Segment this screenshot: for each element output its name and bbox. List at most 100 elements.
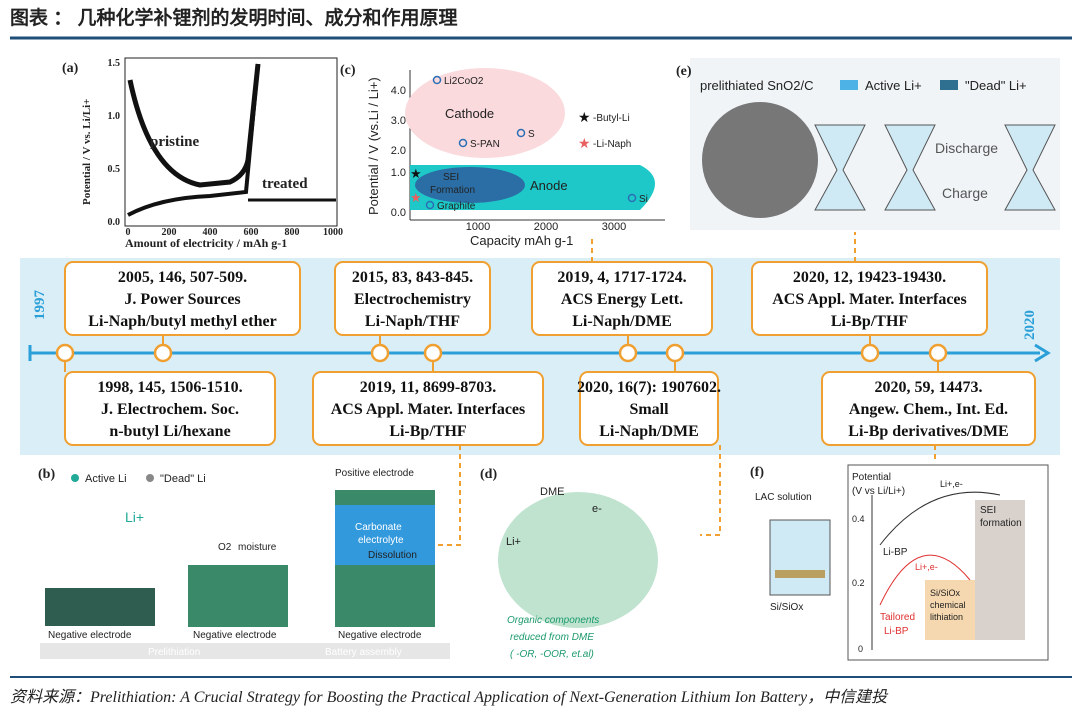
entry-box [64,261,301,336]
tick: 200 [162,227,177,238]
entry-box [751,261,988,336]
shape [71,474,79,482]
annotation: Discharge [935,140,998,156]
entry-text: ACS Appl. Mater. Interfaces [331,401,526,418]
annotation: Li+,e- [940,479,963,489]
tick: 3.0 [391,115,406,127]
panel-label: (d) [480,467,497,482]
entry-box [821,371,1036,446]
region-label: Formation [430,185,475,196]
entry-text: ACS Appl. Mater. Interfaces [772,291,967,308]
shape: 0.0 0.5 1.0 1.5 0 200 400 600 800 1000 [108,58,344,238]
shape [188,565,288,627]
shape [127,63,261,188]
legend: Active Li [85,473,127,485]
milestone [928,343,948,363]
milestone [665,343,685,363]
marker: ★ [410,190,422,205]
shape [415,167,525,203]
entry-box [312,371,544,446]
caption: reduced from DME [510,632,594,643]
material: prelithiated SnO2/C [700,78,813,93]
shape [146,474,154,482]
region-label: SEI [443,172,459,183]
tick: 0.0 [108,217,121,228]
data-point [458,138,468,148]
entry-text: n-butyl Li/hexane [109,423,230,440]
data-point [432,75,442,85]
entry-text: 2005, 146, 507-509. [118,269,247,286]
annotation: Li-BP [883,547,908,558]
shape [775,570,825,578]
tick: 3000 [602,221,626,233]
entry-text: 2019, 4, 1717-1724. [557,269,686,286]
tick: 800 [285,227,300,238]
annotation: LAC solution [755,492,812,503]
legend: "Dead" Li [160,473,206,485]
tick: 2000 [534,221,558,233]
data-point [425,200,435,210]
shape [1034,343,1051,363]
entry-text: Li-Bp/THF [389,423,467,440]
entry-text: J. Electrochem. Soc. [101,401,239,418]
shape [1004,124,1056,211]
tick: 0.5 [108,164,121,175]
label: ★ [578,135,591,151]
annotation: treated [262,176,308,192]
axis-label: Amount of electricity / mAh g-1 [125,236,287,250]
annotation: pristine [150,134,200,150]
annotation: DME [540,486,564,498]
tick: 4.0 [391,85,406,97]
annotation: Tailored [880,612,915,623]
caption: Organic components [507,615,599,626]
shape [940,80,958,90]
region-label: Anode [530,178,568,193]
milestone [423,343,443,363]
shape [498,492,658,628]
shape [702,102,818,218]
shape: 2005, 146, 507-509. J. Power Sources Li-Na… [55,261,1036,446]
step: Prelithiation [148,647,200,658]
entry-box [64,371,276,446]
shape [335,505,435,565]
shape [879,554,971,606]
panel-label: (f) [750,465,764,480]
legend: -Li-Naph [593,139,631,150]
entry-text: Li-Naph/butyl methyl ether [88,313,276,330]
annotation: SEI [980,505,996,516]
point-label: S [528,129,535,140]
panel-label: (c) [340,63,356,78]
entry-text: Li-Naph/THF [365,313,460,330]
entry-text: Li-Naph/DME [599,423,699,440]
point-label: Li2CoO2 [444,76,484,87]
entry-text: 2020, 59, 14473. [875,379,983,396]
annotation: Li-BP [884,626,909,637]
shape [124,57,338,227]
shape [769,519,831,596]
start-year: 1997 [32,290,48,321]
annotation: Li+,e- [915,562,938,572]
tick: 1000 [466,221,490,233]
axis-label: (V vs Li/Li+) [852,486,905,497]
tick: 0 [858,644,863,654]
shape [700,445,721,536]
milestone [370,343,390,363]
label: ★ [578,109,591,125]
shape [40,643,450,659]
tick: 1.5 [108,58,121,69]
tick: 0.0 [391,207,406,219]
annotation: Si/SiOx [930,588,961,598]
entry-text: 2015, 83, 843-845. [352,269,473,286]
caption: ( -OR, -OOR, et.al) [510,649,594,660]
shape [847,464,1049,661]
point-label: Si [639,194,648,205]
annotation: Li+ [125,509,144,525]
entry-text: 2019, 11, 8699-8703. [360,379,496,396]
entry-text: Small [629,401,669,418]
milestone [860,343,880,363]
entry-text: 1998, 145, 1506-1510. [97,379,242,396]
annotation: O2 [218,542,232,553]
shape [879,491,1001,546]
